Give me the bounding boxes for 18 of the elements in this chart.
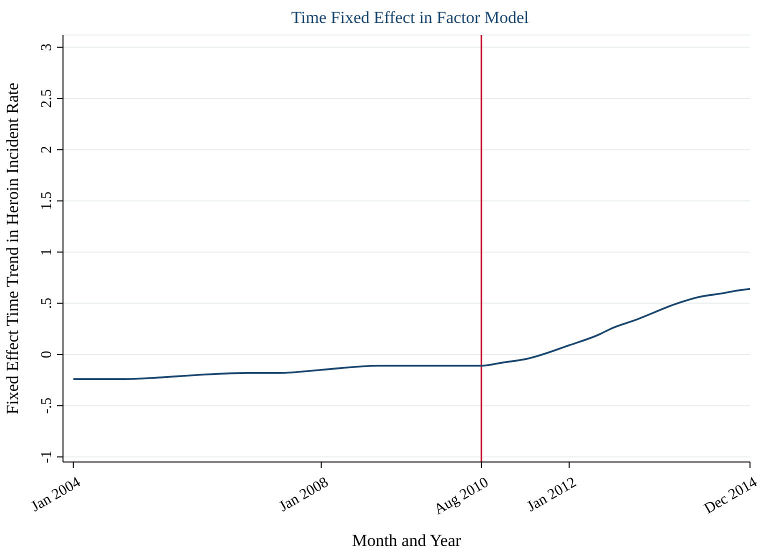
x-tick-label: Dec 2014 <box>702 474 760 518</box>
y-tick-label: 3 <box>39 44 55 52</box>
y-tick-label: 2 <box>39 146 55 154</box>
line-series <box>72 288 750 380</box>
y-tick-label: 1.5 <box>39 192 55 210</box>
x-tick-label: Aug 2010 <box>432 474 492 518</box>
x-tick-label: Jan 2004 <box>28 474 84 516</box>
y-axis-title: Fixed Effect Time Trend in Heroin Incident Rate <box>3 82 22 414</box>
chart-title: Time Fixed Effect in Factor Model <box>290 8 530 28</box>
y-tick-label: 0 <box>39 350 55 358</box>
y-tick-label: 2.5 <box>39 89 55 108</box>
y-tick-label: -.5 <box>39 398 55 414</box>
x-tick-label: Jan 2008 <box>276 474 332 516</box>
y-tick-label: 1 <box>39 248 55 256</box>
y-tick-label: -1 <box>39 450 55 464</box>
y-tick-label: .5 <box>39 298 55 309</box>
x-axis-title: Month and Year <box>352 531 462 548</box>
x-tick-label: Jan 2012 <box>524 474 580 516</box>
